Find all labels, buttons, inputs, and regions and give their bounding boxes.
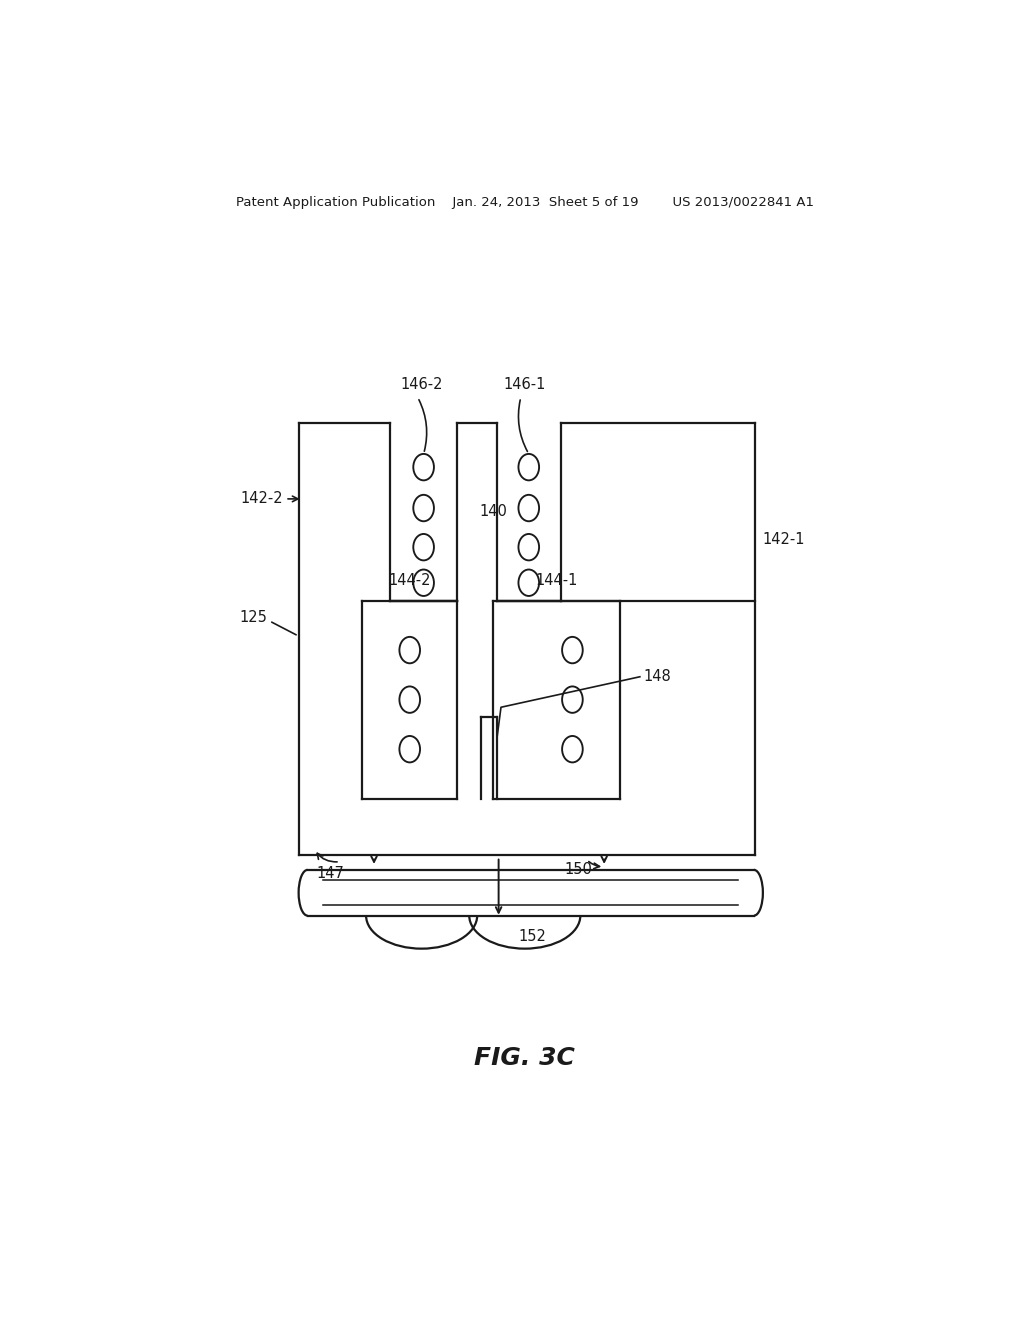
Text: Patent Application Publication    Jan. 24, 2013  Sheet 5 of 19        US 2013/00: Patent Application Publication Jan. 24, … [236, 195, 814, 209]
Text: 140: 140 [479, 504, 507, 519]
Text: 125: 125 [239, 610, 267, 626]
Text: 142-1: 142-1 [763, 532, 806, 546]
Text: 144-2: 144-2 [388, 573, 431, 589]
Text: 152: 152 [519, 929, 547, 944]
Text: 144-1: 144-1 [536, 573, 578, 589]
Text: FIG. 3C: FIG. 3C [474, 1045, 575, 1071]
Text: 147: 147 [316, 866, 344, 880]
Text: 148: 148 [644, 669, 672, 684]
Text: 146-2: 146-2 [400, 378, 443, 392]
Text: 150: 150 [565, 862, 593, 876]
Text: 142-2: 142-2 [240, 491, 283, 507]
Text: 146-1: 146-1 [504, 378, 546, 392]
